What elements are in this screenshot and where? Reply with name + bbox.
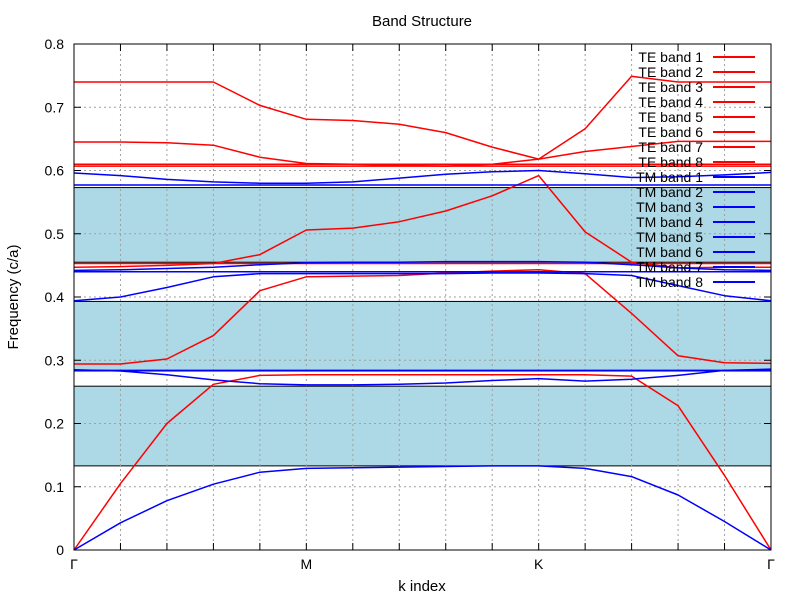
- legend-label-8: TE band 8: [638, 154, 703, 170]
- y-tick-label-5: 0.5: [45, 226, 65, 242]
- y-tick-label-1: 0.1: [45, 479, 65, 495]
- legend-label-9: TM band 1: [636, 169, 703, 185]
- legend-label-1: TE band 1: [638, 49, 703, 65]
- series-te-band-3: [73, 174, 771, 269]
- legend-label-10: TM band 2: [636, 184, 703, 200]
- legend-label-7: TE band 7: [638, 139, 703, 155]
- legend-label-16: TM band 8: [636, 274, 703, 290]
- legend-label-3: TE band 3: [638, 79, 703, 95]
- legend-label-4: TE band 4: [638, 94, 703, 110]
- series-tm-band-4: [73, 260, 772, 272]
- series-tm-band-2: [73, 368, 772, 386]
- series-tm-band-3: [73, 272, 772, 302]
- band-gap-1: [73, 385, 772, 467]
- y-tick-label-8: 0.8: [45, 36, 65, 52]
- legend: TE band 1TE band 2TE band 3TE band 4TE b…: [636, 49, 755, 290]
- band-gap-regions: [73, 187, 772, 467]
- chart-title: Band Structure: [372, 13, 472, 30]
- y-axis-label: Frequency (c/a): [5, 244, 22, 349]
- band-gap-3: [73, 187, 772, 263]
- y-tick-label-3: 0.3: [45, 352, 65, 368]
- legend-label-14: TM band 6: [636, 244, 703, 260]
- band-gap-2: [73, 300, 772, 372]
- y-tick-label-7: 0.7: [45, 99, 65, 115]
- x-tick-label-3: Γ: [767, 556, 775, 572]
- legend-label-15: TM band 7: [636, 259, 703, 275]
- x-axis-label: k index: [398, 578, 446, 595]
- grid-lines: [74, 44, 771, 550]
- y-tick-label-2: 0.2: [45, 416, 65, 432]
- axes: Γ M K Γ00.10.20.30.40.50.60.70.8: [45, 36, 776, 572]
- x-tick-label-0: Γ: [70, 556, 78, 572]
- legend-label-11: TM band 3: [636, 199, 703, 215]
- y-tick-label-0: 0: [56, 542, 64, 558]
- series-te-band-6: [74, 75, 771, 160]
- x-tick-label-2: K: [534, 556, 544, 572]
- x-tick-label-1: M: [300, 556, 312, 572]
- legend-label-12: TM band 4: [636, 214, 703, 230]
- series-tm-band-1: [73, 465, 772, 551]
- series-te-band-1: [73, 374, 772, 551]
- legend-label-5: TE band 5: [638, 109, 703, 125]
- series-lines: [73, 75, 772, 551]
- legend-label-2: TE band 2: [638, 64, 703, 80]
- legend-label-13: TM band 5: [636, 229, 703, 245]
- series-tm-band-5: [73, 169, 772, 184]
- y-tick-label-6: 0.6: [45, 163, 65, 179]
- y-tick-label-4: 0.4: [45, 289, 65, 305]
- legend-label-6: TE band 6: [638, 124, 703, 140]
